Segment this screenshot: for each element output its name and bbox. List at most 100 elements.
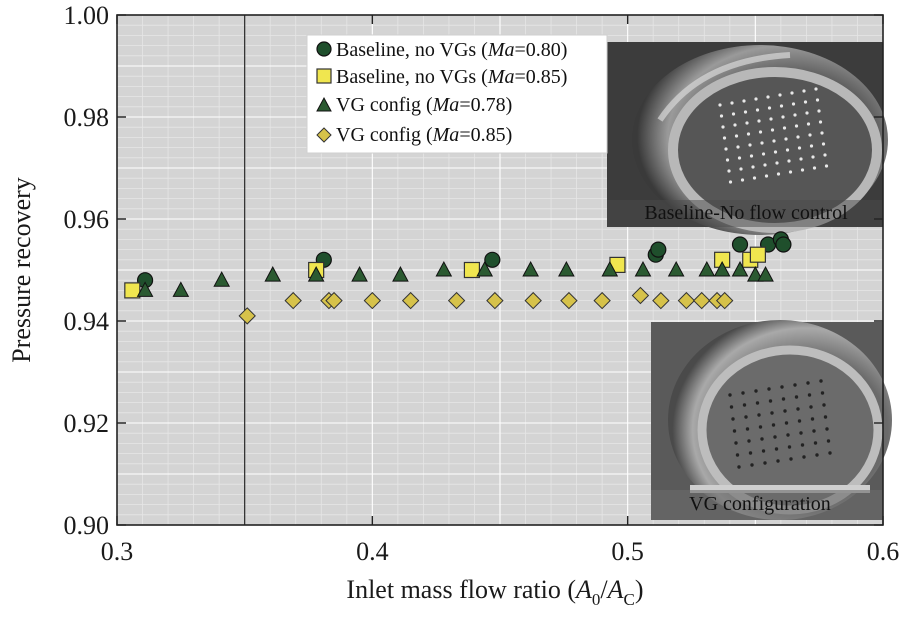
legend-entry-vg-078: VG config (Ma=0.78) [316, 94, 512, 116]
inset-dot [739, 167, 743, 171]
inset-dot [742, 99, 746, 103]
inset-dot [794, 395, 799, 399]
inset-dot [826, 439, 831, 443]
inset-dot [779, 104, 784, 108]
legend-entry-vg-085: VG config (Ma=0.85) [316, 124, 512, 146]
data-point-diamond [593, 291, 611, 310]
data-point-triangle [351, 266, 368, 282]
inset-dot [778, 93, 782, 97]
data-point-triangle [601, 260, 619, 277]
legend-label-baseline-080: Baseline, no VGs (Ma=0.80) [336, 39, 567, 61]
inset-dot [766, 95, 770, 99]
data-point-triangle [476, 260, 494, 277]
inset-dot [812, 166, 817, 170]
inset-dot [736, 145, 740, 149]
data-point-triangle [698, 260, 716, 277]
inset-dot [784, 137, 788, 141]
data-point-diamond [715, 291, 734, 310]
inset-dot [755, 401, 760, 405]
x-tick-label: 0.6 [867, 537, 900, 566]
data-point-triangle [667, 260, 685, 277]
inset-dot [796, 407, 800, 411]
inset-dot [806, 381, 810, 385]
inset-dot [781, 397, 786, 401]
inset-dot [797, 419, 802, 423]
y-tick-label: 1.00 [64, 1, 110, 30]
inset-dot [787, 159, 791, 163]
y-tick-label: 0.96 [64, 205, 110, 234]
inset-dot [744, 415, 748, 419]
inset-baseline-photo: Baseline-No flow control [607, 42, 888, 235]
inset-dot [824, 164, 829, 168]
axis-ticks [116, 14, 884, 526]
data-point-diamond [363, 291, 382, 310]
data-point-triangle [558, 260, 575, 277]
data-point-diamond [284, 291, 302, 310]
inset-dot [818, 120, 823, 124]
data-point-square [749, 246, 766, 263]
data-point-square [124, 282, 141, 299]
inset-dot [815, 453, 819, 457]
inset-dot [719, 114, 724, 118]
inset-dot [802, 89, 806, 93]
y-tick-label: 0.98 [64, 103, 110, 132]
data-point-triangle [435, 260, 453, 277]
inset-dot [788, 170, 793, 174]
inset-dot [790, 91, 794, 95]
inset-dot [784, 421, 789, 425]
inset-dot [745, 121, 749, 125]
inset-dot [727, 169, 731, 173]
inset-dot [819, 379, 823, 383]
inset-dot [731, 112, 736, 116]
x-axis-label: Inlet mass flow ratio (A0/AC) [346, 575, 643, 609]
legend-marker-circle [316, 41, 332, 57]
inset-baseline-caption: Baseline-No flow control [644, 202, 848, 224]
data-point-triangle [634, 260, 652, 277]
data-point-triangle [746, 266, 764, 282]
inset-dot [823, 153, 827, 157]
inset-dot [733, 123, 737, 127]
inset-dot [776, 459, 780, 463]
data-point-diamond [631, 286, 650, 305]
inset-dot [782, 126, 787, 130]
inset-dot [760, 141, 764, 145]
inset-dot [793, 113, 797, 117]
data-point-diamond [325, 291, 343, 310]
plot-frame [116, 14, 884, 526]
inset-dot [761, 152, 766, 156]
data-point-diamond [693, 291, 711, 310]
inset-dot [793, 383, 797, 387]
inset-dot [811, 155, 815, 159]
data-point-triangle [264, 266, 282, 282]
x-tick-label: 0.4 [356, 537, 389, 566]
y-tick-label: 0.94 [64, 307, 110, 336]
inset-dot [748, 451, 753, 455]
data-point-diamond [652, 291, 670, 310]
inset-dot [721, 125, 725, 129]
inset-dot [745, 427, 750, 431]
inset-dot [754, 389, 758, 393]
inset-dot [808, 133, 812, 137]
data-point-circle [775, 236, 792, 253]
inset-dot [757, 413, 761, 417]
inset-dot [803, 100, 808, 104]
inset-dot [718, 103, 722, 107]
inset-dot [821, 142, 826, 146]
inset-dot [757, 119, 761, 123]
data-point-diamond [486, 291, 504, 310]
legend: Baseline, no VGs (Ma=0.80) Baseline, no … [306, 34, 608, 154]
y-axis-label: Pressure recovery [7, 177, 36, 363]
inset-dot [815, 98, 820, 102]
inset-dot [730, 101, 734, 105]
legend-entry-baseline-085: Baseline, no VGs (Ma=0.85) [316, 66, 567, 88]
inset-dot [763, 163, 767, 167]
inset-dot [800, 443, 805, 447]
inset-dot [828, 451, 832, 455]
inset-dot [754, 97, 758, 101]
data-point-diamond [401, 291, 420, 310]
data-point-diamond [524, 291, 542, 310]
inset-dot [746, 132, 751, 136]
inset-dot [812, 429, 816, 433]
inset-dot [729, 405, 734, 409]
